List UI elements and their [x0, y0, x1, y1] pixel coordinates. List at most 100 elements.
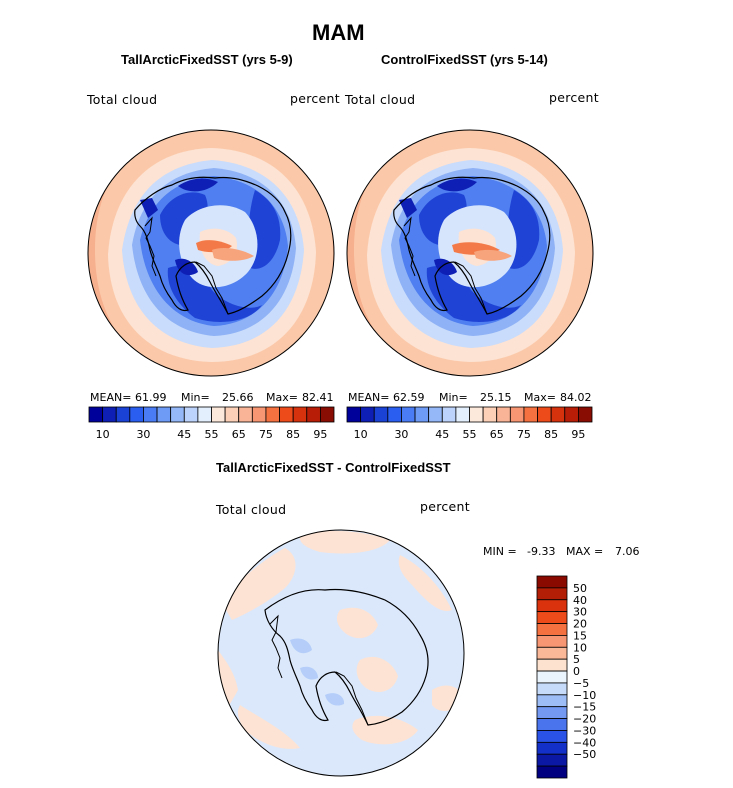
panel-3-title: TallArcticFixedSST - ControlFixedSST — [216, 460, 451, 475]
colorbar-box — [279, 406, 294, 423]
colorbar-box — [428, 406, 443, 423]
colorbar-tick-label: 65 — [490, 428, 504, 441]
colorbar-box — [536, 682, 568, 696]
colorbar-box — [536, 658, 568, 672]
colorbar-tick-label: 10 — [573, 641, 587, 654]
colorbar-tick-label: 10 — [354, 428, 368, 441]
colorbar-box — [360, 406, 375, 423]
panel-2-map — [347, 130, 593, 376]
panel-3-max-label: MAX = — [566, 545, 604, 558]
panel-1-max-value: 82.41 — [302, 391, 334, 404]
panel-1-colorbar: 10 30 45 55 65 75 85 95 — [88, 406, 335, 441]
panel-1-title: TallArcticFixedSST (yrs 5-9) — [121, 52, 293, 67]
colorbar-tick-label: 85 — [286, 428, 300, 441]
colorbar-box — [537, 406, 552, 423]
panel-3-max-value: 7.06 — [615, 545, 640, 558]
panel-2-min-label: Min= — [439, 391, 468, 404]
panel-2-max-value: 84.02 — [560, 391, 592, 404]
panel-3-map-outline — [217, 529, 465, 777]
colorbar-box — [536, 635, 568, 648]
colorbar-tick-label: 30 — [136, 428, 150, 441]
colorbar-box — [536, 753, 568, 767]
colorbar-box — [387, 406, 402, 423]
colorbar-box — [536, 694, 568, 708]
colorbar-tick-label: 10 — [96, 428, 110, 441]
colorbar-box — [509, 406, 525, 423]
colorbar-tick-label: 65 — [232, 428, 246, 441]
colorbar-tick-label: 55 — [463, 428, 477, 441]
colorbar-tick-label: −20 — [573, 713, 596, 726]
panel-2-mean-label: MEAN= — [348, 391, 390, 404]
panel-2-max-label: Max= — [524, 391, 556, 404]
panel-2-colorbar: 10 30 45 55 65 75 85 95 — [346, 406, 593, 441]
colorbar-tick-label: 5 — [573, 653, 580, 666]
colorbar-tick-label: −40 — [573, 736, 596, 749]
panel-2-mean-value: 62.59 — [393, 391, 425, 404]
colorbar-box — [183, 406, 199, 423]
colorbar-tick-label: 40 — [573, 594, 587, 607]
colorbar-box — [211, 406, 226, 423]
panel-1-min-value: 25.66 — [222, 391, 254, 404]
colorbar-box — [197, 406, 212, 423]
colorbar-tick-label: 15 — [573, 629, 587, 642]
colorbar-tick-label: 95 — [571, 428, 585, 441]
panel-3-min-value: -9.33 — [527, 545, 556, 558]
colorbar-box — [536, 765, 568, 779]
colorbar-box — [536, 670, 568, 684]
colorbar-box — [346, 406, 362, 423]
colorbar-box — [536, 623, 568, 636]
panel-1-variable-label: Total cloud — [87, 92, 158, 107]
colorbar-box — [265, 406, 280, 423]
colorbar-tick-label: 55 — [205, 428, 219, 441]
colorbar-box — [455, 406, 470, 423]
colorbar-box — [401, 406, 416, 423]
colorbar-box — [319, 406, 335, 423]
colorbar-tick-label: −50 — [573, 748, 596, 761]
panel-3-map — [218, 530, 464, 776]
colorbar-box — [536, 741, 568, 755]
colorbar-box — [536, 706, 568, 719]
colorbar-tick-label: 75 — [259, 428, 273, 441]
panel-3-variable-label: Total cloud — [216, 502, 287, 517]
colorbar-tick-label: 30 — [573, 606, 587, 619]
panel-1-mean-label: MEAN= — [90, 391, 132, 404]
colorbar-tick-label: 50 — [573, 582, 587, 595]
panel-1-units-label: percent — [290, 91, 340, 106]
colorbar-tick-label: 75 — [517, 428, 531, 441]
panel-2-min-value: 25.15 — [480, 391, 512, 404]
panel-1-map-outline — [87, 129, 335, 377]
figure-title: MAM — [312, 20, 365, 45]
colorbar-box — [536, 718, 568, 731]
colorbar-box — [102, 406, 117, 423]
colorbar-tick-label: −10 — [573, 689, 596, 702]
colorbar-box — [306, 406, 321, 423]
panel-3-units-label: percent — [420, 499, 470, 514]
panel-1-map — [88, 130, 334, 376]
colorbar-tick-label: 95 — [313, 428, 327, 441]
colorbar-box — [441, 406, 457, 423]
colorbar-box — [373, 406, 389, 423]
colorbar-box — [292, 406, 308, 423]
panel-1-min-label: Min= — [181, 391, 210, 404]
colorbar-tick-label: 45 — [177, 428, 191, 441]
colorbar-box — [414, 406, 430, 423]
colorbar-tick-label: 0 — [573, 665, 580, 678]
colorbar-box — [129, 406, 144, 423]
colorbar-box — [251, 406, 267, 423]
panel-1-max-label: Max= — [266, 391, 298, 404]
colorbar-box — [536, 587, 568, 601]
colorbar-box — [88, 406, 104, 423]
colorbar-box — [536, 730, 568, 743]
colorbar-box — [482, 406, 498, 423]
colorbar-tick-label: 30 — [394, 428, 408, 441]
panel-2-units-label: percent — [549, 90, 599, 105]
colorbar-box — [536, 611, 568, 624]
colorbar-box — [550, 406, 566, 423]
colorbar-box — [224, 406, 240, 423]
panel-2-map-outline — [346, 129, 594, 377]
colorbar-box — [536, 646, 568, 660]
colorbar-tick-label: −30 — [573, 724, 596, 737]
panel-1-mean-value: 61.99 — [135, 391, 167, 404]
